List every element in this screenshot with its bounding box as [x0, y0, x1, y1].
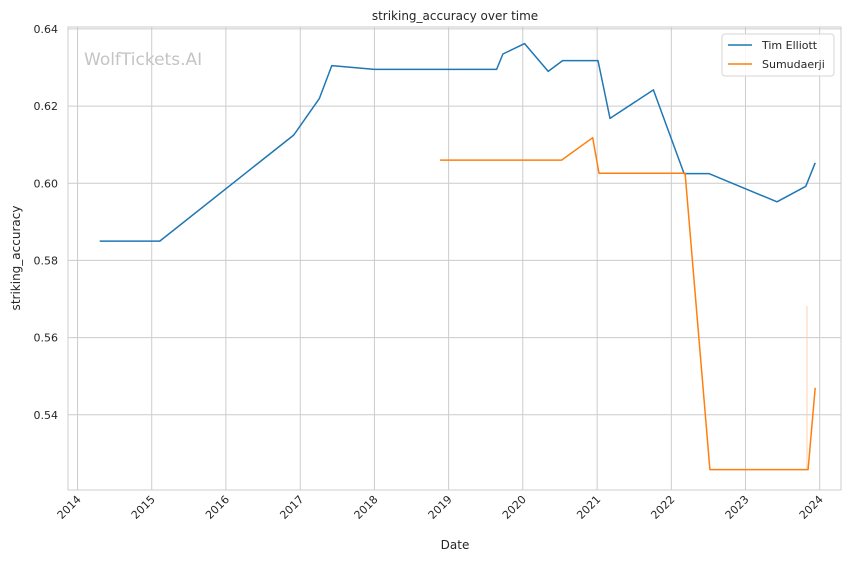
x-tick-label: 2024: [797, 493, 826, 522]
grid: [68, 27, 841, 490]
y-tick-label: 0.62: [34, 100, 59, 113]
x-tick-label: 2022: [648, 493, 677, 522]
y-axis-ticks: 0.54 0.56 0.58 0.60 0.62 0.64: [34, 23, 59, 422]
legend: Tim Elliott Sumudaerji: [721, 33, 835, 77]
plot-background: [68, 27, 841, 490]
x-tick-label: 2017: [277, 493, 306, 522]
x-axis-title: Date: [441, 538, 470, 552]
legend-label-sumudaerji: Sumudaerji: [762, 58, 825, 71]
legend-label-tim-elliott: Tim Elliott: [761, 39, 818, 52]
y-tick-label: 0.58: [34, 254, 59, 267]
chart-title: striking_accuracy over time: [372, 9, 538, 23]
x-tick-label: 2016: [203, 493, 232, 522]
y-axis-title: striking_accuracy: [9, 206, 23, 311]
y-tick-label: 0.54: [34, 409, 59, 422]
x-tick-label: 2015: [129, 493, 158, 522]
x-tick-label: 2019: [426, 493, 455, 522]
x-tick-label: 2014: [55, 493, 84, 522]
x-tick-label: 2020: [500, 493, 529, 522]
watermark: WolfTickets.AI: [84, 50, 202, 70]
series-line-sumudaerji: [440, 136, 816, 471]
x-axis-ticks: 2014 2015 2016 2017 2018 2019 2020 2021 2022 2023…: [55, 493, 826, 522]
x-tick-label: 2023: [723, 493, 752, 522]
y-tick-label: 0.60: [34, 177, 59, 190]
x-tick-label: 2018: [352, 493, 381, 522]
plot-frame: [67, 26, 842, 491]
series-layer: [99, 42, 816, 471]
y-tick-label: 0.56: [34, 332, 59, 345]
series-line-tim-elliott: [99, 42, 816, 242]
y-tick-label: 0.64: [34, 23, 59, 36]
x-tick-label: 2021: [574, 493, 603, 522]
